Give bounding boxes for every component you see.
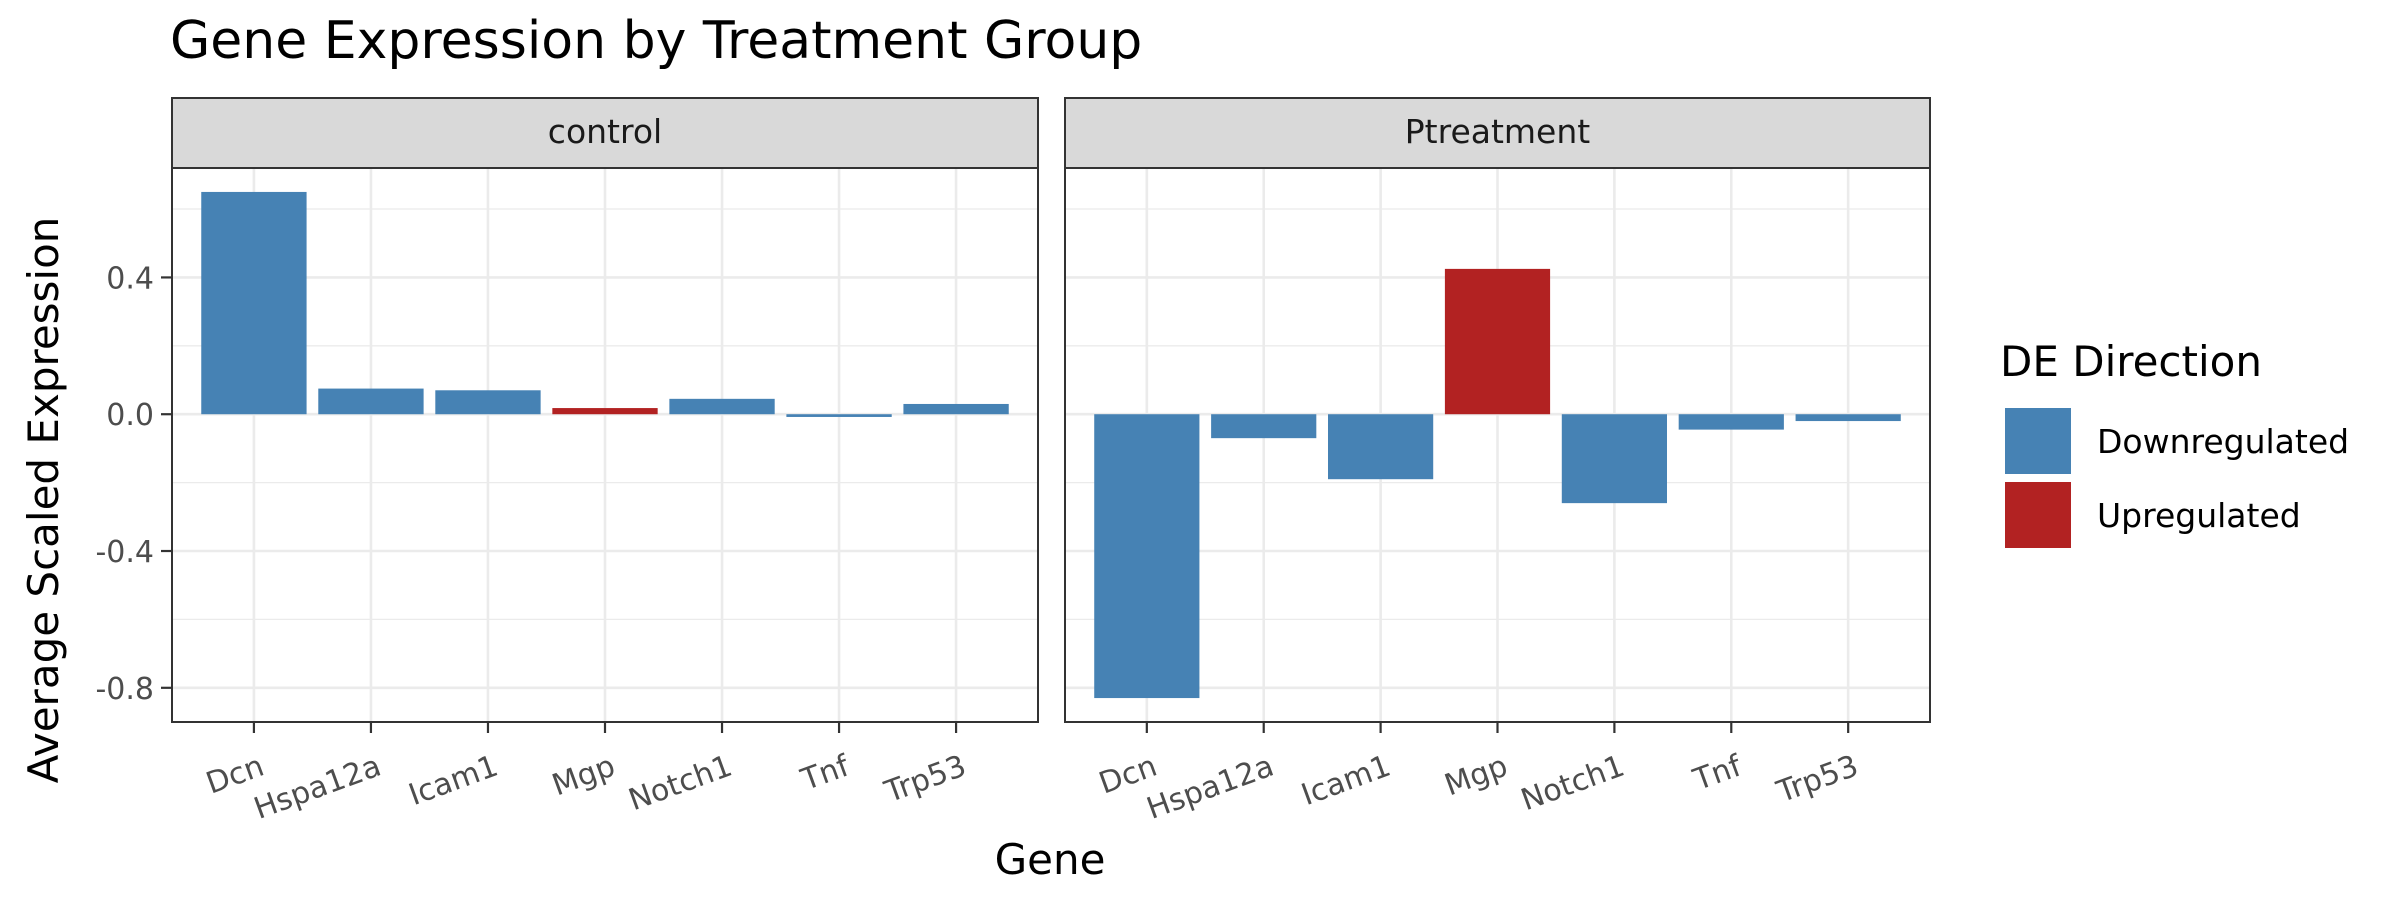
bar-control-tnf [786, 414, 892, 417]
legend-key-upregulated [2005, 482, 2071, 548]
facet-strip [171, 97, 1039, 169]
y-tick-label: 0.0 [106, 398, 154, 433]
bar-control-trp53 [903, 403, 1009, 415]
x-tick-label-trp53: Trp53 [1772, 749, 1863, 811]
legend-label-downregulated: Downregulated [2097, 422, 2349, 461]
bar-control-dcn [201, 191, 307, 415]
bar-control-icam1 [435, 390, 541, 415]
x-tick-label-notch1: Notch1 [1516, 749, 1629, 819]
legend-title: DE Direction [2000, 337, 2262, 386]
x-tick-label-notch1: Notch1 [624, 749, 737, 819]
x-tick-label-icam1: Icam1 [404, 749, 502, 813]
facet-strip-label: control [548, 112, 662, 151]
bar-control-hspa12a [318, 388, 424, 415]
x-tick-label-hspa12a: Hspa12a [1142, 749, 1278, 827]
bar-ptreatment-dcn [1094, 414, 1200, 699]
bar-ptreatment-mgp [1444, 268, 1551, 415]
y-axis-title: Average Scaled Expression [19, 217, 68, 784]
bar-ptreatment-hspa12a [1211, 414, 1317, 439]
x-tick-label-tnf: Tnf [796, 748, 855, 798]
facet-strip-label: Ptreatment [1405, 112, 1591, 151]
x-axis-title: Gene [995, 835, 1106, 884]
x-tick-label-mgp: Mgp [1440, 749, 1512, 804]
bar-ptreatment-tnf [1678, 414, 1784, 430]
x-tick-label-trp53: Trp53 [879, 749, 970, 811]
legend-label-upregulated: Upregulated [2097, 496, 2301, 535]
x-tick-label-hspa12a: Hspa12a [249, 749, 385, 827]
chart-title: Gene Expression by Treatment Group [170, 11, 1142, 71]
y-tick-label: 0.4 [106, 261, 154, 296]
facet-strip [1064, 97, 1931, 169]
bar-control-notch1 [669, 398, 775, 415]
x-tick-label-icam1: Icam1 [1297, 749, 1395, 813]
legend: DE Direction Downregulated Upregulated [2000, 337, 2349, 548]
y-tick-label: -0.4 [95, 535, 154, 570]
bar-ptreatment-notch1 [1561, 414, 1667, 504]
y-tick-label: -0.8 [95, 672, 154, 707]
legend-key-downregulated [2005, 408, 2071, 474]
x-tick-label-tnf: Tnf [1688, 748, 1747, 798]
bar-control-mgp [552, 408, 658, 415]
bar-ptreatment-trp53 [1795, 414, 1901, 422]
bar-ptreatment-icam1 [1328, 414, 1434, 480]
x-tick-label-mgp: Mgp [548, 749, 620, 804]
